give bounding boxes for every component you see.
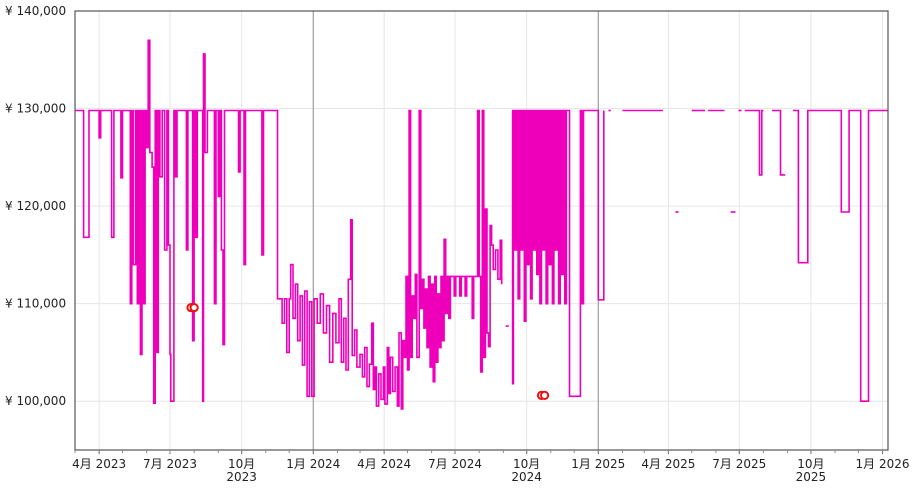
x-tick-label: 1月 2025	[571, 457, 625, 471]
x-tick-label: 4月 2025	[641, 457, 695, 471]
price-series-line	[744, 109, 764, 176]
price-series-line	[511, 109, 605, 398]
y-tick-label: ¥ 140,000	[5, 4, 66, 18]
x-tick-label: 7月 2025	[712, 457, 766, 471]
price-marker	[189, 302, 199, 313]
x-tick-sublabel: 2024	[511, 470, 542, 484]
x-tick-label: 7月 2023	[143, 457, 197, 471]
x-tick-label: 10月	[797, 457, 824, 471]
x-tick-label: 7月 2024	[428, 457, 482, 471]
price-series-line	[75, 39, 503, 410]
price-marker	[539, 390, 550, 400]
x-tick-label: 4月 2024	[357, 457, 411, 471]
marker-layer	[186, 302, 550, 400]
y-tick-label: ¥ 130,000	[5, 102, 66, 116]
plot-frame	[74, 10, 889, 451]
series-layer	[75, 39, 888, 410]
x-tick-label: 4月 2023	[72, 457, 126, 471]
y-tick-label: ¥ 100,000	[5, 394, 66, 408]
x-tick-sublabel: 2025	[796, 470, 827, 484]
price-series-line	[772, 109, 786, 176]
price-series-line	[793, 109, 888, 402]
y-tick-label: ¥ 120,000	[5, 199, 66, 213]
y-tick-labels: ¥ 100,000 ¥ 110,000 ¥ 120,000 ¥ 130,000 ¥ 14…	[5, 4, 66, 408]
x-tick-sublabel: 2023	[226, 470, 257, 484]
y-tick-label: ¥ 110,000	[5, 297, 66, 311]
x-tick-label: 1月 2024	[286, 457, 340, 471]
x-tick-label: 1月 2026	[856, 457, 910, 471]
x-tick-label: 10月	[228, 457, 255, 471]
x-tick-label: 10月	[513, 457, 540, 471]
